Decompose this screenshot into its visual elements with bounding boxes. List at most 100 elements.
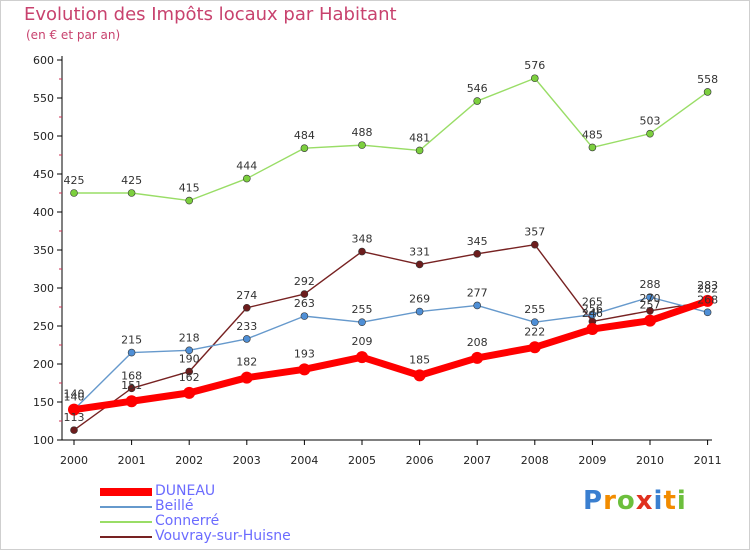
logo-letter: i [653,486,664,516]
data-point [125,395,138,408]
data-label: 257 [640,299,661,312]
y-tick-label: 500 [33,130,54,143]
data-point [413,369,426,382]
data-label: 233 [236,320,257,333]
legend-label: DUNEAU [155,483,216,499]
data-point [646,293,654,301]
data-label: 546 [467,82,488,95]
data-label: 485 [582,128,603,141]
series-duneau [68,294,714,416]
data-point [185,367,193,376]
data-point [358,318,366,327]
legend-swatch [100,488,152,496]
data-label: 208 [467,336,488,349]
proxiti-logo: Proxiti [583,486,687,516]
data-label: 113 [64,411,85,424]
y-tick-label: 250 [33,320,54,333]
data-point [588,143,597,152]
data-point [127,348,136,357]
data-point [701,294,714,307]
y-tick-label: 550 [33,92,54,105]
logo-letter: i [676,486,687,516]
legend-label: Connerré [155,513,220,529]
chart-title: Evolution des Impôts locaux par Habitant [24,4,397,25]
line-chart: 100 150 200 250 300 350 400 450 500 550 600 2000 200… [33,54,722,467]
data-label: 415 [179,182,200,195]
legend-swatch [100,521,152,523]
data-label: 182 [236,356,257,369]
legend-swatch [100,506,152,508]
data-point [528,341,541,354]
legend-label: Vouvray-sur-Huisne [155,528,291,544]
y-tick-label: 600 [33,54,54,67]
data-point [127,384,136,393]
data-label: 215 [121,334,142,347]
data-point [127,189,136,197]
data-point [300,144,309,152]
x-tick-label: 2006 [406,454,434,467]
data-point [473,301,482,310]
data-point [530,74,539,83]
data-point [530,240,539,249]
data-label: 168 [121,369,142,382]
data-point [644,314,656,327]
data-point [68,403,80,416]
data-point [70,426,78,434]
data-label: 193 [294,347,315,360]
data-label: 263 [294,297,315,310]
series-vouvray-sur-huisne [70,240,712,434]
data-label: 425 [64,174,85,187]
data-point [300,290,309,298]
y-tick-label: 300 [33,282,54,295]
data-label: 140 [64,388,85,401]
data-label: 576 [524,59,545,72]
data-point [473,250,482,258]
data-label: 274 [236,289,257,302]
data-label: 246 [582,307,603,320]
y-tick-label: 150 [33,396,54,409]
logo-letter: x [635,486,654,516]
legend-swatch [100,536,152,538]
data-point [471,351,484,364]
x-tick-label: 2005 [348,454,376,467]
data-point [703,308,712,317]
y-tick-label: 350 [33,244,54,257]
data-point [586,323,599,336]
data-label: 209 [352,335,373,348]
data-label: 292 [294,275,315,288]
data-label: 222 [524,325,545,338]
data-label: 277 [467,286,488,299]
x-tick-label: 2000 [60,454,88,467]
series-line [73,243,709,431]
data-label: 151 [121,379,142,392]
series-line [73,77,709,202]
data-label: 283 [697,279,718,292]
data-point [588,310,597,319]
data-point [183,386,196,399]
data-label: 270 [640,292,661,305]
data-point [298,363,311,376]
data-label: 345 [467,235,488,248]
x-tick-label: 2011 [694,454,722,467]
data-label: 288 [640,278,661,291]
y-tick-label: 400 [33,206,54,219]
data-label: 269 [409,293,430,306]
data-point [473,97,482,105]
data-label: 255 [352,303,373,316]
series-line [73,296,709,411]
data-point [185,346,193,355]
data-label: 265 [582,296,603,309]
data-label: 558 [697,73,718,86]
series-beill- [70,293,712,414]
data-point [646,129,654,138]
data-point [243,174,251,183]
data-point [530,318,539,327]
data-label: 282 [697,283,718,296]
data-point [70,189,78,197]
data-point [358,247,366,256]
data-label: 425 [121,174,142,187]
data-point [358,141,366,149]
data-label: 256 [582,302,603,315]
data-label: 357 [524,226,545,239]
data-point [243,303,251,312]
